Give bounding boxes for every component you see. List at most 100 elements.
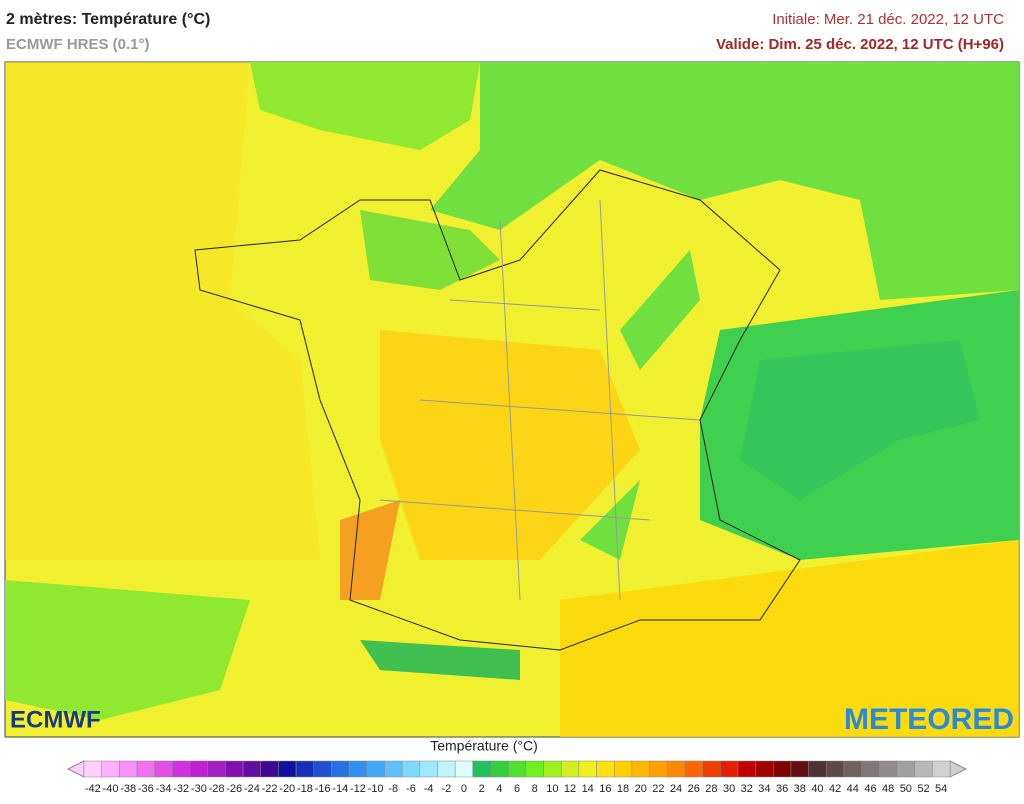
colorbar-tick-label: 42 bbox=[829, 783, 841, 795]
colorbar-tick-label: 14 bbox=[582, 783, 594, 795]
colorbar-tick-label: 50 bbox=[900, 783, 912, 795]
colorbar-tick-label: -42 bbox=[85, 783, 101, 795]
colorbar-swatch bbox=[702, 760, 721, 778]
colorbar-swatch bbox=[596, 760, 615, 778]
initial-time: Initiale: Mer. 21 déc. 2022, 12 UTC bbox=[772, 11, 1004, 28]
valid-time: Valide: Dim. 25 déc. 2022, 12 UTC (H+96) bbox=[716, 36, 1004, 53]
colorbar-tick-label: -14 bbox=[332, 783, 348, 795]
colorbar-tick-label: 2 bbox=[479, 783, 485, 795]
colorbar-tick-label: -32 bbox=[173, 783, 189, 795]
colorbar-arrow-right bbox=[949, 760, 968, 778]
colorbar-swatch bbox=[719, 760, 739, 778]
colorbar-arrow-left bbox=[66, 760, 85, 778]
colorbar-swatch bbox=[101, 760, 120, 778]
colorbar-swatch bbox=[172, 760, 191, 778]
map: ECMWF METEORED bbox=[4, 61, 1020, 738]
colorbar-tick-label: 0 bbox=[461, 783, 467, 795]
colorbar-tick-label: -2 bbox=[441, 783, 451, 795]
colorbar-tick-label: -38 bbox=[120, 783, 136, 795]
colorbar-swatch bbox=[136, 760, 155, 778]
colorbar-swatch bbox=[932, 760, 951, 778]
colorbar-swatch bbox=[295, 760, 315, 778]
colorbar-tick-label: -36 bbox=[138, 783, 154, 795]
colorbar-swatch bbox=[666, 760, 686, 778]
colorbar-tick-label: -16 bbox=[315, 783, 331, 795]
colorbar-tick-label: -40 bbox=[103, 783, 119, 795]
colorbar-swatch bbox=[808, 760, 827, 778]
colorbar-tick-label: 28 bbox=[705, 783, 717, 795]
colorbar-tick-label: 48 bbox=[882, 783, 894, 795]
colorbar-tick-label: -30 bbox=[191, 783, 207, 795]
colorbar-tick-label: 30 bbox=[723, 783, 735, 795]
colorbar-tick-label: 44 bbox=[847, 783, 859, 795]
colorbar-tick-label: -34 bbox=[156, 783, 172, 795]
colorbar-tick-label: 8 bbox=[532, 783, 538, 795]
colorbar-swatch bbox=[914, 760, 933, 778]
colorbar-tick-label: 32 bbox=[741, 783, 753, 795]
colorbar-swatch bbox=[207, 760, 226, 778]
colorbar-swatch bbox=[366, 760, 385, 778]
colorbar-tick-label: 12 bbox=[564, 783, 576, 795]
colorbar: -42 -40 -38 -36 -34 -32 -30 -28 -26 -24 -22 -20 -18-… bbox=[66, 760, 968, 795]
colorbar-swatch bbox=[843, 760, 862, 778]
colorbar-tick-label: 20 bbox=[635, 783, 647, 795]
colorbar-swatch bbox=[560, 760, 580, 778]
colorbar-swatch bbox=[631, 760, 650, 778]
colorbar-tick-label: 16 bbox=[599, 783, 611, 795]
colorbar-swatch bbox=[507, 760, 527, 778]
colorbar-tick-label: -6 bbox=[406, 783, 416, 795]
colorbar-tick-label: -10 bbox=[368, 783, 384, 795]
colorbar-swatch bbox=[260, 760, 279, 778]
ecmwf-logo: ECMWF bbox=[10, 706, 101, 733]
colorbar-swatch bbox=[225, 760, 244, 778]
colorbar-swatch bbox=[613, 760, 633, 778]
colorbar-tick-label: -20 bbox=[279, 783, 295, 795]
colorbar-swatch bbox=[189, 760, 208, 778]
colorbar-tick-label: -24 bbox=[244, 783, 260, 795]
colorbar-swatch bbox=[331, 760, 350, 778]
colorbar-swatch bbox=[896, 760, 915, 778]
colorbar-swatch bbox=[525, 760, 544, 778]
colorbar-swatch bbox=[879, 760, 898, 778]
colorbar-swatch bbox=[543, 760, 562, 778]
colorbar-swatch bbox=[384, 760, 403, 778]
colorbar-tick-label: 10 bbox=[546, 783, 558, 795]
colorbar-swatch bbox=[790, 760, 809, 778]
colorbar-swatch bbox=[649, 760, 668, 778]
colorbar-swatch bbox=[278, 760, 297, 778]
colorbar-tick-label: 24 bbox=[670, 783, 682, 795]
colorbar-tick-label: -8 bbox=[388, 783, 398, 795]
colorbar-tick-label: -22 bbox=[262, 783, 278, 795]
colorbar-swatch bbox=[419, 760, 438, 778]
colorbar-tick-label: -12 bbox=[350, 783, 366, 795]
colorbar-swatch bbox=[401, 760, 421, 778]
colorbar-tick-label: 38 bbox=[794, 783, 806, 795]
colorbar-swatch bbox=[242, 760, 261, 778]
colorbar-tick-label: 34 bbox=[758, 783, 770, 795]
colorbar-swatch bbox=[861, 760, 880, 778]
title: 2 mètres: Température (°C) bbox=[6, 11, 210, 28]
colorbar-tick-label: -4 bbox=[424, 783, 434, 795]
colorbar-swatch bbox=[755, 760, 774, 778]
colorbar-tick-label: -18 bbox=[297, 783, 313, 795]
colorbar-swatch bbox=[826, 760, 845, 778]
colorbar-tick-label: 46 bbox=[864, 783, 876, 795]
colorbar-swatch bbox=[154, 760, 173, 778]
colorbar-swatch bbox=[119, 760, 138, 778]
colorbar-tick-label: 40 bbox=[811, 783, 823, 795]
colorbar-tick-label: 4 bbox=[496, 783, 502, 795]
colorbar-swatch bbox=[773, 760, 792, 778]
legend-title: Température (°C) bbox=[430, 738, 538, 754]
colorbar-swatch bbox=[472, 760, 491, 778]
colorbar-swatch bbox=[83, 760, 102, 778]
colorbar-swatch bbox=[348, 760, 368, 778]
colorbar-swatch bbox=[490, 760, 509, 778]
colorbar-tick-label: 22 bbox=[652, 783, 664, 795]
colorbar-swatch bbox=[684, 760, 703, 778]
meteored-logo: METEORED bbox=[844, 703, 1014, 736]
colorbar-tick-label: 26 bbox=[688, 783, 700, 795]
colorbar-tick-label: 6 bbox=[514, 783, 520, 795]
subtitle: ECMWF HRES (0.1°) bbox=[6, 36, 150, 53]
